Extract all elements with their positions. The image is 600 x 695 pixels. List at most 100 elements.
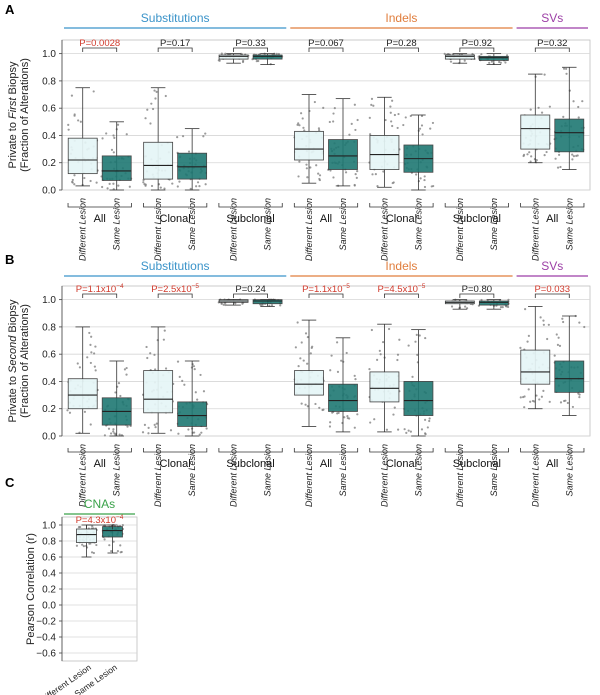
data-point xyxy=(330,354,333,357)
data-point xyxy=(200,431,203,434)
box-different-lesion xyxy=(143,370,174,414)
group-bracket xyxy=(67,203,132,208)
y-tick-label: 1.0 xyxy=(42,295,56,306)
y-tick-label: 0.8 xyxy=(42,322,56,333)
data-point xyxy=(112,430,115,433)
significance-bracket xyxy=(384,47,419,52)
data-point xyxy=(390,120,393,123)
data-point xyxy=(145,345,148,349)
p-value-label: P=0.033 xyxy=(534,284,570,295)
data-point xyxy=(356,413,359,416)
data-point xyxy=(298,160,301,163)
data-point xyxy=(538,398,541,401)
data-point xyxy=(176,136,179,139)
data-point xyxy=(294,346,297,349)
data-point xyxy=(336,370,340,373)
data-point xyxy=(77,525,81,529)
data-point xyxy=(92,551,95,555)
data-point xyxy=(505,54,509,57)
data-point xyxy=(119,394,122,398)
data-point xyxy=(117,184,120,187)
y-tick-label: 0.2 xyxy=(42,404,56,415)
data-point xyxy=(163,329,166,332)
data-point xyxy=(415,173,418,176)
data-point xyxy=(397,428,400,431)
data-point xyxy=(73,183,76,186)
p-value-label: P=1.1x10−5 xyxy=(302,283,350,295)
data-point xyxy=(578,393,581,396)
data-point xyxy=(423,185,427,189)
panel-label-c: C xyxy=(5,475,15,490)
data-point xyxy=(535,158,538,162)
data-point xyxy=(354,172,357,176)
data-point xyxy=(81,543,84,546)
box-different-lesion xyxy=(444,54,475,60)
data-point xyxy=(353,184,356,187)
data-point xyxy=(163,187,166,190)
series-label: Different Lesion xyxy=(455,444,465,507)
data-point xyxy=(526,340,529,343)
data-point xyxy=(543,154,546,157)
group-bracket xyxy=(143,203,208,208)
data-point xyxy=(396,126,399,130)
data-point xyxy=(368,116,371,119)
data-point xyxy=(66,409,69,412)
data-point xyxy=(89,423,92,426)
data-point xyxy=(578,396,581,399)
box-different-lesion xyxy=(294,130,324,161)
data-point xyxy=(393,406,396,409)
panel-label-a: A xyxy=(5,2,15,17)
data-point xyxy=(220,52,223,55)
data-point xyxy=(306,362,309,365)
data-point xyxy=(370,328,373,332)
series-label: Different Lesion xyxy=(455,198,465,261)
data-point xyxy=(526,153,529,156)
data-point xyxy=(305,167,308,170)
data-point xyxy=(113,136,116,140)
y-axis-label: (Fraction of Alterations) xyxy=(19,304,31,418)
data-point xyxy=(75,544,79,547)
group-bracket xyxy=(218,448,283,453)
data-point xyxy=(542,319,545,322)
data-point xyxy=(146,356,149,360)
data-point xyxy=(120,550,123,554)
data-point xyxy=(195,185,198,188)
data-point xyxy=(128,185,131,188)
series-label: Different Lesion xyxy=(379,444,389,507)
data-point xyxy=(155,90,158,93)
data-point xyxy=(218,59,221,62)
p-value-label: P=0.0028 xyxy=(79,38,120,49)
data-point xyxy=(353,103,356,106)
group-bracket xyxy=(293,448,359,453)
box-same-lesion xyxy=(177,401,208,427)
data-point xyxy=(556,343,560,346)
data-point xyxy=(543,73,546,76)
data-point xyxy=(527,334,530,337)
data-point xyxy=(150,184,154,188)
data-point xyxy=(553,354,556,357)
p-value-label: P=0.92 xyxy=(462,38,492,49)
data-point xyxy=(110,148,114,151)
data-point xyxy=(103,538,106,541)
data-point xyxy=(202,135,205,138)
data-point xyxy=(101,137,104,140)
data-point xyxy=(519,396,522,399)
data-point xyxy=(187,150,191,153)
data-point xyxy=(181,379,184,382)
data-point xyxy=(416,353,419,357)
data-point xyxy=(392,413,395,416)
data-point xyxy=(378,349,381,352)
group-bracket xyxy=(143,448,208,453)
data-point xyxy=(558,344,562,347)
category-label: Substitutions xyxy=(141,11,210,25)
group-label: Subclonal xyxy=(226,458,274,470)
data-point xyxy=(300,402,303,405)
data-point xyxy=(373,418,376,421)
data-point xyxy=(556,166,560,169)
data-point xyxy=(142,181,145,184)
series-label: Same Lesion xyxy=(263,198,273,251)
data-point xyxy=(94,345,97,348)
data-point xyxy=(542,389,545,393)
data-point xyxy=(547,323,550,326)
data-point xyxy=(537,106,540,109)
